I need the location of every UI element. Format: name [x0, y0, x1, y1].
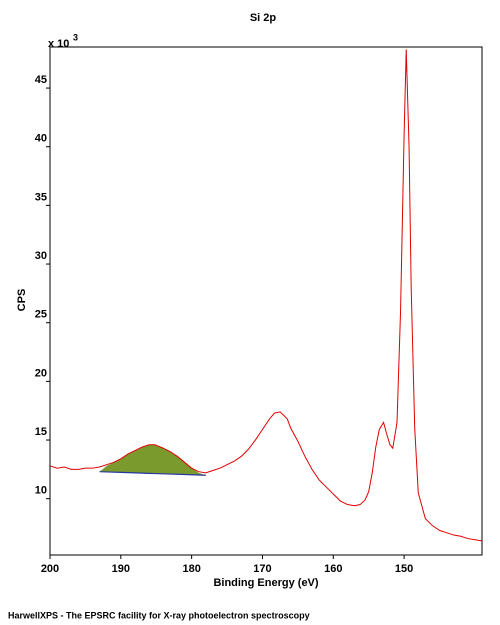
x-axis-label: Binding Energy (eV)	[213, 577, 318, 589]
component-area	[99, 444, 206, 476]
y-multiplier: x 10	[48, 38, 69, 50]
x-tick-label: 190	[112, 563, 130, 575]
y-tick-label: 45	[35, 74, 47, 86]
y-multiplier-exp: 3	[73, 32, 78, 42]
y-tick-label: 25	[35, 309, 47, 321]
y-tick-label: 40	[35, 133, 47, 145]
x-tick-label: 150	[395, 563, 413, 575]
component-baseline	[99, 471, 206, 476]
y-axis-label: CPS	[16, 289, 28, 312]
y-tick-label: 10	[35, 485, 47, 497]
spectrum-line	[49, 49, 483, 542]
y-tick-label: 35	[35, 191, 47, 203]
y-tick-label: 20	[35, 367, 47, 379]
x-tick-label: 160	[324, 563, 342, 575]
footer: HarwellXPS - The EPSRC facility for X-ra…	[8, 610, 310, 620]
y-tick-label: 30	[35, 250, 47, 262]
y-tick-label: 15	[35, 426, 47, 438]
x-tick-label: 180	[182, 563, 200, 575]
x-tick-label: 200	[41, 563, 59, 575]
chart-title: Si 2p	[250, 12, 277, 24]
plot-frame	[49, 46, 483, 556]
x-tick-label: 170	[253, 563, 271, 575]
